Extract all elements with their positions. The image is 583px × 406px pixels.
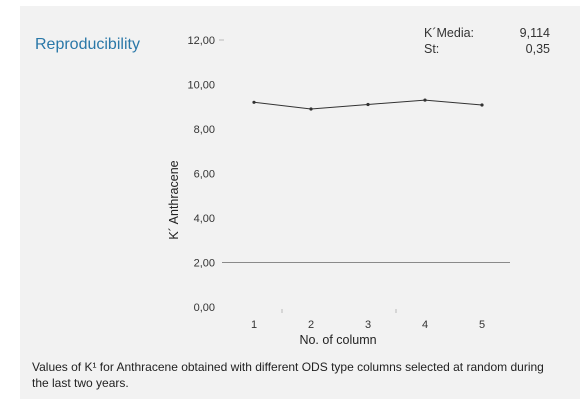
x-tick-label: 1	[251, 319, 257, 331]
x-tick-label: 2	[308, 319, 314, 331]
data-point	[366, 102, 370, 107]
y-tick-label: 10,00	[187, 80, 215, 92]
y-tick-label: 4,00	[194, 213, 215, 225]
stats-box: K´Media: 9,114 St: 0,35	[424, 26, 550, 58]
data-point	[252, 100, 256, 104]
x-tick-label: 3	[365, 319, 371, 331]
y-tick-label: 8,00	[194, 124, 215, 136]
stat-row-mean: K´Media: 9,114	[424, 26, 550, 42]
x-tick-label: 4	[422, 319, 428, 331]
std-value: 0,35	[525, 42, 550, 56]
data-point	[423, 98, 427, 102]
std-label: St:	[424, 42, 440, 56]
y-tick-label: 0,00	[194, 302, 215, 314]
figure-caption: Values of K¹ for Anthracene obtained wit…	[32, 360, 544, 390]
y-tick-label: 2,00	[194, 258, 215, 270]
data-points	[252, 98, 484, 111]
y-axis-ticks: 0,00 2,00 4,00 6,00 8,00 10,00 12,00	[187, 35, 224, 314]
data-point	[480, 103, 484, 107]
x-axis-ticks: 1 2 3 4 5	[251, 309, 485, 331]
figure-heading: Reproducibility	[35, 36, 140, 53]
y-tick-label: 12,00	[187, 35, 215, 47]
data-point	[309, 107, 313, 111]
x-axis-title: No. of column	[299, 333, 376, 347]
stat-row-std: St: 0,35	[424, 42, 550, 58]
x-tick-label: 5	[479, 319, 485, 331]
y-tick-label: 6,00	[194, 169, 215, 181]
mean-value: 9,114	[519, 26, 550, 40]
y-axis-title: K´ Anthracene	[167, 160, 181, 239]
mean-label: K´Media:	[424, 26, 475, 40]
figure-panel	[20, 6, 580, 399]
